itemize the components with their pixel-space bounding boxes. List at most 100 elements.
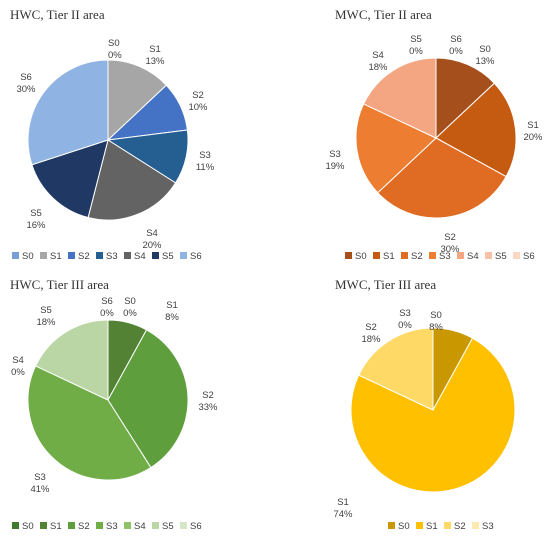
- legend-label-s0: S0: [355, 251, 367, 262]
- legend-label-s3: S3: [482, 521, 494, 532]
- pie-chart-2: MWC, Tier II area S0 13% S1 20% S2 30% S3 19% S4 1…: [325, 7, 543, 262]
- legend-label-s4: S4: [134, 521, 146, 532]
- legend-swatch-s3: [429, 252, 436, 259]
- chart-title: HWC, Tier III area: [10, 277, 109, 292]
- legend-swatch-s6: [180, 252, 187, 259]
- legend-swatch-s5: [485, 252, 492, 259]
- legend-swatch-s1: [40, 252, 47, 259]
- legend-label-s5: S5: [495, 251, 507, 262]
- legend-label-s0: S0: [398, 521, 410, 532]
- slice-label-s3: S3 0%: [398, 308, 412, 331]
- legend-swatch-s0: [12, 252, 19, 259]
- slice-label-s2: S2 33%: [198, 390, 218, 413]
- legend-label-s1: S1: [50, 521, 62, 532]
- legend-swatch-s3: [96, 522, 103, 529]
- chart-panel-3: HWC, Tier III area S0 0% S1 8% S2 33% S3 41% S4 0%…: [0, 270, 275, 540]
- slice-label-s5: S5 16%: [26, 208, 46, 231]
- pie-chart-3: HWC, Tier III area S0 0% S1 8% S2 33% S3 41% S4 0%…: [10, 277, 218, 532]
- chart-panel-2: MWC, Tier II area S0 13% S1 20% S2 30% S3 19% S4 1…: [275, 0, 550, 270]
- legend-label-s6: S6: [190, 521, 202, 532]
- legend-swatch-s1: [416, 522, 423, 529]
- slice-label-s0: S0 8%: [429, 310, 443, 333]
- slice-label-s6: S6 0%: [100, 296, 114, 319]
- pie-slice-s1: [107, 59, 168, 142]
- legend-swatch-s5: [152, 252, 159, 259]
- legend-label-s3: S3: [439, 251, 451, 262]
- legend-swatch-s2: [68, 252, 75, 259]
- legend-swatch-s3: [96, 252, 103, 259]
- slice-label-s3: S3 19%: [325, 149, 345, 172]
- legend-swatch-s0: [12, 522, 19, 529]
- pie-slice-s2: [376, 137, 507, 219]
- legend-swatch-s5: [152, 522, 159, 529]
- slice-label-s0: S0 0%: [123, 296, 137, 319]
- slice-label-s1: S1 13%: [145, 44, 165, 67]
- pie-slice-s3: [355, 103, 437, 194]
- slice-label-s0: S0 13%: [475, 44, 495, 67]
- legend-swatch-s4: [124, 522, 131, 529]
- legend-swatch-s4: [124, 252, 131, 259]
- pie-chart-4: MWC, Tier III area S0 8% S1 74% S2 18% S3 0% S0 S1…: [333, 277, 516, 532]
- legend-swatch-s6: [513, 252, 520, 259]
- legend-label-s1: S1: [426, 521, 438, 532]
- slice-label-s2: S2 10%: [188, 90, 208, 113]
- legend-label-s2: S2: [454, 521, 466, 532]
- slice-label-s6: S6 30%: [16, 72, 36, 95]
- legend-label-s6: S6: [190, 251, 202, 262]
- legend-label-s3: S3: [106, 251, 118, 262]
- pie-slice-s2: [358, 327, 434, 411]
- pie-chart-1: HWC, Tier II area S0 0% S1 13% S2 10% S3 11% S4 20…: [10, 7, 215, 262]
- legend-label-s4: S4: [134, 251, 146, 262]
- legend-label-s1: S1: [383, 251, 395, 262]
- slice-label-s6: S6 0%: [449, 34, 463, 57]
- pie-slice-s1: [435, 82, 517, 178]
- legend-label-s2: S2: [78, 251, 90, 262]
- legend-label-s3: S3: [106, 521, 118, 532]
- chart-panel-4: MWC, Tier III area S0 8% S1 74% S2 18% S3 0% S0 S1…: [275, 270, 550, 540]
- pie-slice-s5: [34, 319, 109, 401]
- legend-swatch-s1: [373, 252, 380, 259]
- legend-swatch-s0: [388, 522, 395, 529]
- chart-title: MWC, Tier III area: [335, 277, 436, 292]
- slice-label-s4: S4 0%: [11, 355, 25, 378]
- chart-title: HWC, Tier II area: [10, 7, 105, 22]
- legend-swatch-s3: [472, 522, 479, 529]
- legend-swatch-s1: [40, 522, 47, 529]
- pie-slice-s3: [27, 365, 152, 481]
- slice-label-s5: S5 0%: [409, 34, 423, 57]
- legend-swatch-s2: [68, 522, 75, 529]
- legend-label-s2: S2: [411, 251, 423, 262]
- slice-label-s1: S1 8%: [165, 300, 179, 323]
- pie-slice-s6: [27, 59, 109, 166]
- legend-label-s4: S4: [467, 251, 479, 262]
- legend-swatch-s6: [180, 522, 187, 529]
- pie-slice-s5: [31, 139, 109, 219]
- slice-label-s2: S2 18%: [361, 322, 381, 345]
- legend-label-s5: S5: [162, 521, 174, 532]
- slice-label-s4: S4 18%: [368, 50, 388, 73]
- legend-swatch-s0: [345, 252, 352, 259]
- pie-slice-s4: [362, 57, 437, 139]
- legend-swatch-s2: [444, 522, 451, 529]
- slice-label-s4: S4 20%: [142, 228, 162, 251]
- slice-label-s1: S1 74%: [333, 497, 353, 520]
- chart-panel-1: HWC, Tier II area S0 0% S1 13% S2 10% S3 11% S4 20…: [0, 0, 275, 270]
- legend-label-s0: S0: [22, 251, 34, 262]
- pie-slice-s0: [435, 57, 496, 140]
- legend-label-s1: S1: [50, 251, 62, 262]
- slice-label-s3: S3 11%: [196, 150, 215, 173]
- pie-slice-s2: [107, 329, 189, 469]
- legend-label-s6: S6: [523, 251, 535, 262]
- legend-label-s2: S2: [78, 521, 90, 532]
- legend-swatch-s2: [401, 252, 408, 259]
- legend-label-s5: S5: [162, 251, 174, 262]
- pie-slice-s4: [87, 139, 177, 221]
- slice-label-s0: S0 0%: [108, 38, 122, 61]
- pie-slice-s1: [350, 337, 516, 493]
- slice-label-s1: S1 20%: [523, 120, 543, 143]
- slice-label-s2: S2 30%: [440, 232, 460, 255]
- legend-swatch-s4: [457, 252, 464, 259]
- slice-label-s5: S5 18%: [36, 305, 56, 328]
- legend-label-s0: S0: [22, 521, 34, 532]
- slice-label-s3: S3 41%: [30, 472, 50, 495]
